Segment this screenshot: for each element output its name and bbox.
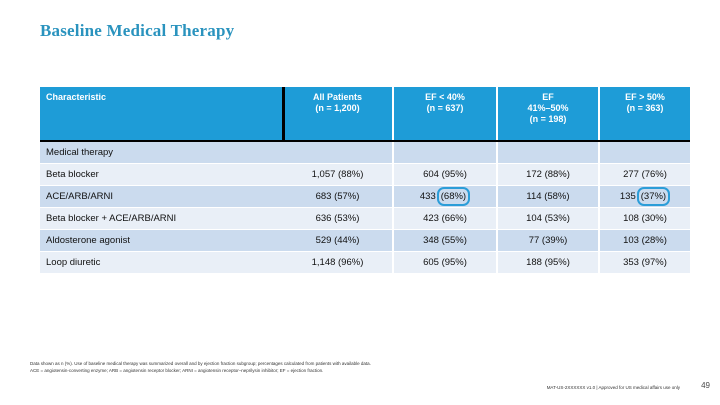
cell-value: 135: [619, 191, 636, 202]
cell-value: 103 (28%): [623, 235, 667, 246]
table-row: Aldosterone agonist 529 (44%) 348 (55%) 77 …: [40, 230, 690, 252]
cell-value: 348 (55%): [423, 235, 467, 246]
cell-value: 104 (53%): [526, 213, 570, 224]
header-text: EF < 40%: [425, 92, 465, 102]
table-cell: 353 (97%): [598, 252, 690, 273]
header-cell: EF 41%–50% (n = 198): [496, 87, 598, 140]
table-cell: 114 (58%): [496, 186, 598, 207]
table-cell: [392, 142, 496, 163]
header-text: Characteristic: [46, 92, 107, 102]
footer-approval-text: MAT-US-2XXXXXX v1.0 | Approved for US me…: [546, 385, 680, 390]
table-cell: [283, 142, 392, 163]
table-cell: 683 (57%): [283, 186, 392, 207]
table-row: Loop diuretic 1,148 (96%) 605 (95%) 188 (95…: [40, 252, 690, 274]
header-text: (n = 198): [529, 114, 567, 124]
footnote: Data shown as n (%). Use of baseline med…: [30, 360, 430, 374]
cell-value: 423 (66%): [423, 213, 467, 224]
footnote-line-1: Data shown as n (%). Use of baseline med…: [30, 361, 371, 366]
cell-value: 1,148 (96%): [311, 257, 364, 268]
table-cell: 172 (88%): [496, 164, 598, 185]
table-cell: 135 (37%): [598, 186, 690, 207]
header-text: All Patients: [312, 92, 362, 102]
row-label: ACE/ARB/ARNI: [46, 191, 114, 202]
table-cell: [598, 142, 690, 163]
table-cell: 348 (55%): [392, 230, 496, 251]
header-text: 41%–50%: [527, 103, 569, 113]
header-text: (n = 637): [426, 103, 464, 113]
cell-value: 277 (76%): [623, 169, 667, 180]
header-cell-characteristic: Characteristic: [40, 87, 283, 140]
section-row: Medical therapy: [40, 142, 690, 164]
table-cell: 605 (95%): [392, 252, 496, 273]
cell-value: 683 (57%): [315, 191, 360, 202]
table-cell: 104 (53%): [496, 208, 598, 229]
table-row: Beta blocker 1,057 (88%) 604 (95%) 172 (88%…: [40, 164, 690, 186]
section-label: Medical therapy: [46, 147, 114, 158]
cell-value: 188 (95%): [526, 257, 570, 268]
table-cell: 604 (95%): [392, 164, 496, 185]
row-label: Beta blocker: [46, 169, 99, 180]
cell-value: 77 (39%): [528, 235, 568, 246]
table-cell: 277 (76%): [598, 164, 690, 185]
baseline-therapy-table: Characteristic All Patients (n = 1,200) EF …: [40, 87, 690, 274]
table-cell: [496, 142, 598, 163]
row-label: Loop diuretic: [46, 257, 101, 268]
header-text: (n = 363): [626, 103, 664, 113]
header-cell: All Patients (n = 1,200): [283, 87, 392, 140]
header-text: EF: [542, 92, 554, 102]
cell-value: 172 (88%): [526, 169, 570, 180]
cell-value: 604 (95%): [423, 169, 467, 180]
table-cell: 108 (30%): [598, 208, 690, 229]
cell-value: 636 (53%): [315, 213, 360, 224]
row-label: Aldosterone agonist: [46, 235, 130, 246]
page-title: Baseline Medical Therapy: [40, 21, 235, 40]
cell-value: 433: [419, 191, 436, 202]
highlight-oval: (37%): [636, 187, 671, 206]
table-cell: 103 (28%): [598, 230, 690, 251]
page-number: 49: [701, 381, 710, 390]
highlight-oval: (68%): [436, 187, 471, 206]
cell-value: 1,057 (88%): [311, 169, 364, 180]
row-label: Beta blocker + ACE/ARB/ARNI: [46, 213, 177, 224]
table-cell: 529 (44%): [283, 230, 392, 251]
table-cell: 77 (39%): [496, 230, 598, 251]
table-header-row: Characteristic All Patients (n = 1,200) EF …: [40, 87, 690, 140]
footnote-line-2: ACE = angiotensin-converting enzyme; ARB…: [30, 368, 324, 373]
table-row: ACE/ARB/ARNI 683 (57%) 433 (68%) 114 (58%) 1…: [40, 186, 690, 208]
table-cell: 188 (95%): [496, 252, 598, 273]
table-body: Medical therapy Beta blocker 1,057 (88%) 60…: [40, 142, 690, 274]
cell-value: 353 (97%): [623, 257, 667, 268]
table-cell: 433 (68%): [392, 186, 496, 207]
cell-value: 529 (44%): [315, 235, 360, 246]
header-cell: EF > 50% (n = 363): [598, 87, 690, 140]
cell-value: 108 (30%): [623, 213, 667, 224]
header-divider-line: [40, 140, 690, 142]
cell-value: 114 (58%): [526, 191, 570, 202]
table-cell: 636 (53%): [283, 208, 392, 229]
table-cell: 1,148 (96%): [283, 252, 392, 273]
cell-value: 605 (95%): [423, 257, 467, 268]
table-cell: 1,057 (88%): [283, 164, 392, 185]
header-cell: EF < 40% (n = 637): [392, 87, 496, 140]
table-row: Beta blocker + ACE/ARB/ARNI 636 (53%) 423 …: [40, 208, 690, 230]
header-text: (n = 1,200): [315, 103, 360, 113]
table-cell: 423 (66%): [392, 208, 496, 229]
header-text: EF > 50%: [625, 92, 665, 102]
